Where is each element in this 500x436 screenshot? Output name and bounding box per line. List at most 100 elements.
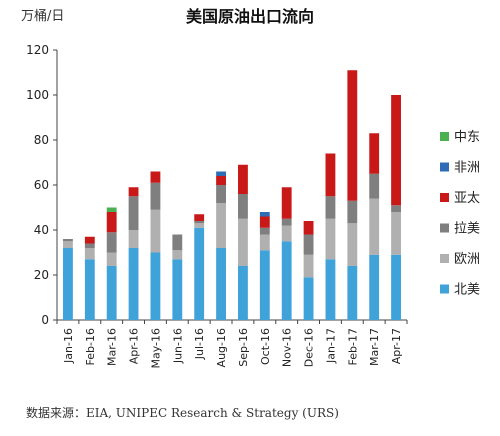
bar-segment <box>259 250 270 320</box>
bar-segment <box>216 176 226 185</box>
bar-segment <box>63 241 73 248</box>
y-tick-label: 20 <box>34 268 49 282</box>
bar-segment <box>347 200 358 224</box>
bar-segment <box>369 198 380 255</box>
bar-segment <box>106 232 117 253</box>
stacked-bar-chart: 0 20 40 60 80 100 120 Jan-16 Feb-16 Mar-16 Apr-16… <box>26 43 480 369</box>
bar-segment <box>325 153 336 197</box>
y-tick-label: 120 <box>26 43 49 57</box>
bar-segment <box>63 239 73 242</box>
x-tick-label: Sep-16 <box>237 328 250 367</box>
bar-segment <box>281 225 292 242</box>
x-tick-label: Dec-16 <box>303 328 316 367</box>
x-tick-label: Feb-17 <box>346 328 359 365</box>
bar-segment <box>325 196 336 219</box>
legend-swatch <box>440 223 449 233</box>
bar-segment <box>63 248 73 320</box>
legend-label: 非洲 <box>454 161 480 176</box>
x-tick-label: Oct-16 <box>259 328 272 365</box>
bar-segment <box>172 259 183 320</box>
bar-segment <box>216 171 226 176</box>
legend-label: 亚太 <box>454 191 480 206</box>
x-tick-label: Nov-16 <box>281 328 294 367</box>
bar-segment <box>84 248 95 260</box>
bar-segment <box>128 196 139 230</box>
y-tick-label: 100 <box>26 88 49 102</box>
bar-segment <box>128 230 139 248</box>
legend-label: 北美 <box>454 283 480 298</box>
x-tick-label: Aug-16 <box>215 328 228 367</box>
bar-segment <box>194 214 205 221</box>
bar-segment <box>216 185 226 203</box>
bar-segment <box>281 241 292 320</box>
bar-segment <box>281 218 292 226</box>
bar-segment <box>150 182 161 210</box>
bar-segment <box>84 259 95 320</box>
bar-segment <box>347 266 358 320</box>
x-tick-label: Jan-17 <box>324 328 337 364</box>
bar-segment <box>128 248 139 320</box>
bar-segment <box>303 254 314 278</box>
legend-swatch <box>440 193 449 202</box>
bar-segment <box>150 171 161 183</box>
bar-segment <box>347 223 358 266</box>
x-tick-label: Apr-16 <box>128 328 141 364</box>
bar-segment <box>391 212 401 255</box>
bar-segment <box>194 221 205 224</box>
bar-segment <box>369 254 380 320</box>
x-tick-label: Jun-16 <box>171 328 184 364</box>
bar-segment <box>391 254 401 320</box>
x-tick-labels: Jan-16 Feb-16 Mar-16 Apr-16 May-16 Jun-16 Jul-… <box>62 328 403 369</box>
bar-segment <box>238 194 248 219</box>
bar-segment <box>391 205 401 212</box>
bar-segment <box>172 234 183 251</box>
bar-segment <box>303 234 314 255</box>
chart-title: 美国原油出口流向 <box>185 7 314 26</box>
y-axis-unit: 万桶/日 <box>21 9 65 24</box>
bar-segment <box>391 95 401 206</box>
bar-segment <box>216 248 226 320</box>
legend-swatch <box>440 162 449 172</box>
bar-segment <box>128 187 139 197</box>
bar-segment <box>259 227 270 235</box>
legend-swatch <box>440 284 449 294</box>
y-tick-label: 0 <box>41 313 49 327</box>
bar-segment <box>238 266 248 320</box>
bar-segment <box>106 252 117 266</box>
bar-segment <box>303 277 314 320</box>
x-tick-label: Mar-16 <box>106 328 119 366</box>
bar-segment <box>369 173 380 199</box>
data-source-note: 数据来源：EIA, UNIPEC Research & Strategy (UR… <box>26 406 339 420</box>
bar-segment <box>347 70 358 201</box>
x-tick-label: May-16 <box>149 328 162 369</box>
bar-segment <box>216 203 226 248</box>
bar-segment <box>84 243 95 248</box>
legend-label: 欧洲 <box>454 252 480 267</box>
bar-segment <box>259 212 270 217</box>
x-tick-label: Jul-16 <box>193 328 206 360</box>
bar-segment <box>303 221 314 235</box>
bar-segment <box>150 209 161 253</box>
bar-segment <box>194 223 205 228</box>
bar-segment <box>259 234 270 251</box>
bar-segment <box>106 207 117 212</box>
bar-segment <box>259 216 270 228</box>
legend-label: 中东 <box>454 130 480 145</box>
bar-segment <box>84 236 95 244</box>
x-tick-label: Jan-16 <box>62 328 75 364</box>
x-tick-label: Feb-16 <box>84 328 97 365</box>
bar-segment <box>172 250 183 260</box>
bar-segment <box>106 266 117 320</box>
bar-segment <box>238 218 248 266</box>
x-tick-label: Mar-17 <box>368 328 381 366</box>
legend-swatch <box>440 254 449 263</box>
legend-label: 拉美 <box>454 222 480 237</box>
bar-segment <box>238 164 248 194</box>
bar-segment <box>281 187 292 219</box>
bar-segment <box>106 212 117 233</box>
bar-segment <box>369 133 380 174</box>
y-tick-label: 80 <box>34 133 49 147</box>
y-tick-label: 40 <box>34 223 49 237</box>
legend-swatch <box>440 132 449 141</box>
